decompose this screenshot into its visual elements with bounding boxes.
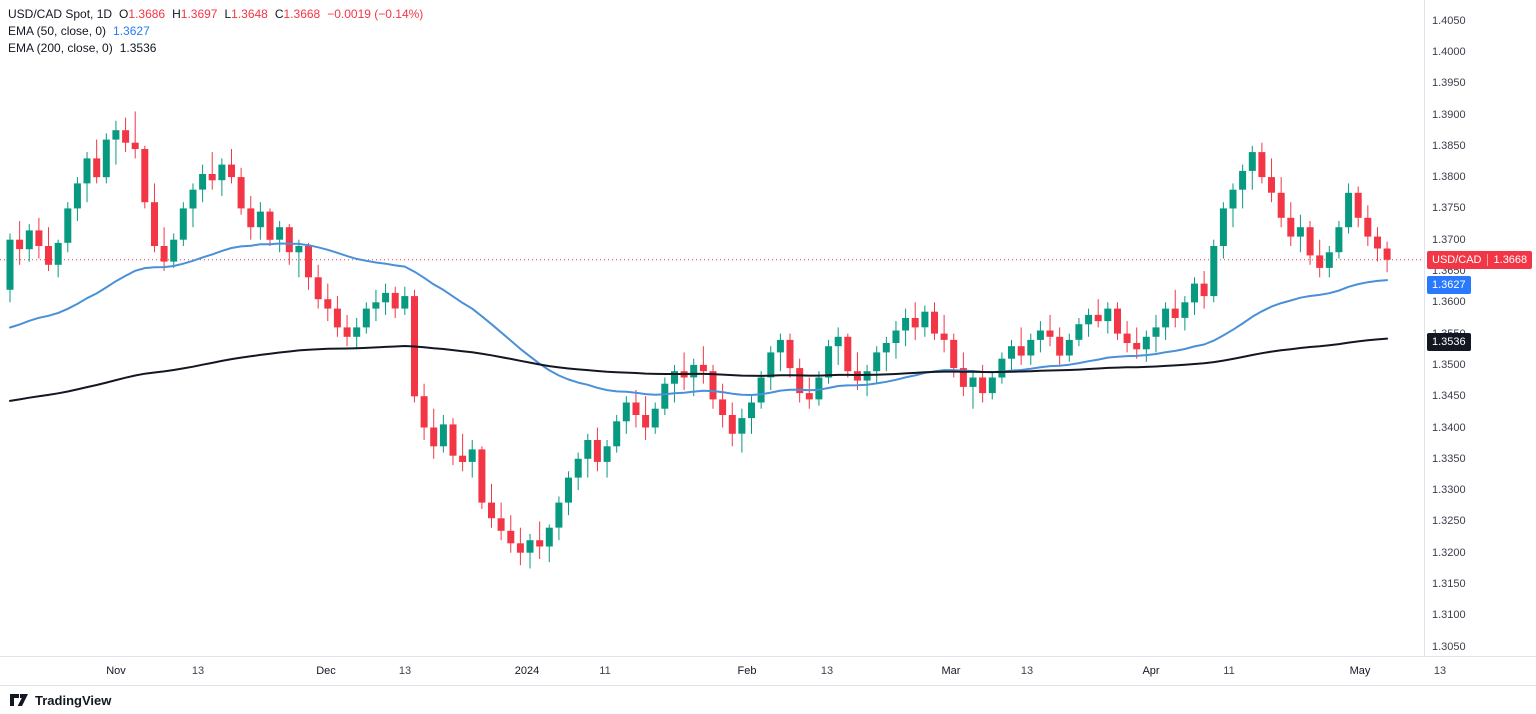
price-axis-label: 1.3850 [1432,140,1466,152]
time-axis-label: Feb [737,665,757,677]
time-axis-label: 13 [191,665,205,677]
tradingview-logo-icon[interactable] [10,692,29,708]
low-pair: L 1.3648 [224,6,267,23]
open-label: O [119,7,129,21]
symbol-legend-row[interactable]: USD/CAD Spot, 1D O 1.3686 H 1.3697 L 1.3648… [8,6,423,23]
price-axis-label: 1.3250 [1432,515,1466,527]
price-axis-label: 1.4000 [1432,46,1466,58]
ema200-badge-value: 1.3536 [1432,336,1466,348]
time-axis[interactable]: Nov 13 Dec 13 2024 11 Feb 13 Mar 13 Apr 11 May 13 [0,656,1536,685]
price-axis-label: 1.3100 [1432,609,1466,621]
time-axis-label: May [1349,665,1371,677]
high-value: 1.3697 [180,7,218,21]
open-pair: O 1.3686 [119,6,165,23]
price-axis-label: 1.3050 [1432,641,1466,653]
ema200-value: 1.3536 [119,41,157,55]
price-axis-label: 1.3700 [1432,234,1466,246]
high-label: H [172,7,181,21]
candlestick-chart[interactable] [0,0,1424,656]
ema200-badge: 1.3536 [1427,333,1471,351]
candles-group [6,111,1391,569]
high-pair: H 1.3697 [172,6,217,23]
close-value: 1.3668 [283,7,321,21]
ema50-value: 1.3627 [113,24,150,38]
time-axis-label: 11 [1223,665,1235,677]
last-price-badge-symbol: USD/CAD [1432,254,1488,266]
ema200-line[interactable] [9,337,1389,402]
time-axis-label: Dec [316,665,336,677]
price-axis-label: 1.3350 [1432,453,1466,465]
price-axis-label: 1.3750 [1432,202,1466,214]
last-price-badge-value: 1.3668 [1493,254,1528,266]
close-pair: C 1.3668 [275,6,320,23]
low-value: 1.3648 [231,7,268,21]
price-axis-label: 1.3800 [1432,171,1466,183]
ema200-label: EMA (200, close, 0) [8,41,113,55]
price-axis-label: 1.3300 [1432,484,1466,496]
time-axis-label: Nov [106,665,126,677]
chart-legend: USD/CAD Spot, 1D O 1.3686 H 1.3697 L 1.3648… [8,6,423,57]
close-label: C [274,7,284,21]
price-axis-label: 1.3150 [1432,578,1466,590]
ema50-badge-value: 1.3627 [1432,279,1466,291]
time-axis-label: Mar [941,665,961,677]
chart-plot-area[interactable] [0,0,1424,656]
price-axis-label: 1.4050 [1432,15,1466,27]
change-value: −0.0019 (−0.14%) [327,7,424,21]
last-price-badge: USD/CAD 1.3668 [1427,251,1533,269]
ema50-badge: 1.3627 [1427,276,1471,294]
price-axis-label: 1.3200 [1432,547,1466,559]
open-value: 1.3686 [128,7,166,21]
price-axis-label: 1.3900 [1432,109,1466,121]
ema200-legend-row[interactable]: EMA (200, close, 0) 1.3536 [8,40,423,57]
symbol-title: USD/CAD Spot, 1D [8,7,113,21]
tradingview-brand-text[interactable]: TradingView [35,692,112,708]
time-axis-label: Apr [1142,665,1160,677]
footer-bar: TradingView [0,685,1536,714]
price-axis[interactable]: 1.4050 1.4000 1.3950 1.3900 1.3850 1.3800 1.37… [1424,0,1536,656]
time-axis-label: 11 [599,665,611,677]
time-axis-label: 13 [820,665,834,677]
time-axis-label: 2024 [514,665,540,677]
price-axis-label: 1.3500 [1432,359,1466,371]
price-axis-label: 1.3400 [1432,422,1466,434]
time-axis-label: 13 [398,665,412,677]
low-label: L [224,7,232,21]
price-axis-label: 1.3450 [1432,390,1466,402]
ema50-line[interactable] [9,242,1389,396]
time-axis-label: 13 [1433,665,1447,677]
time-axis-label: 13 [1020,665,1034,677]
price-axis-label: 1.3600 [1432,296,1466,308]
price-axis-label: 1.3950 [1432,77,1466,89]
ema50-label: EMA (50, close, 0) [8,24,107,38]
ema50-legend-row[interactable]: EMA (50, close, 0) 1.3627 [8,23,423,40]
